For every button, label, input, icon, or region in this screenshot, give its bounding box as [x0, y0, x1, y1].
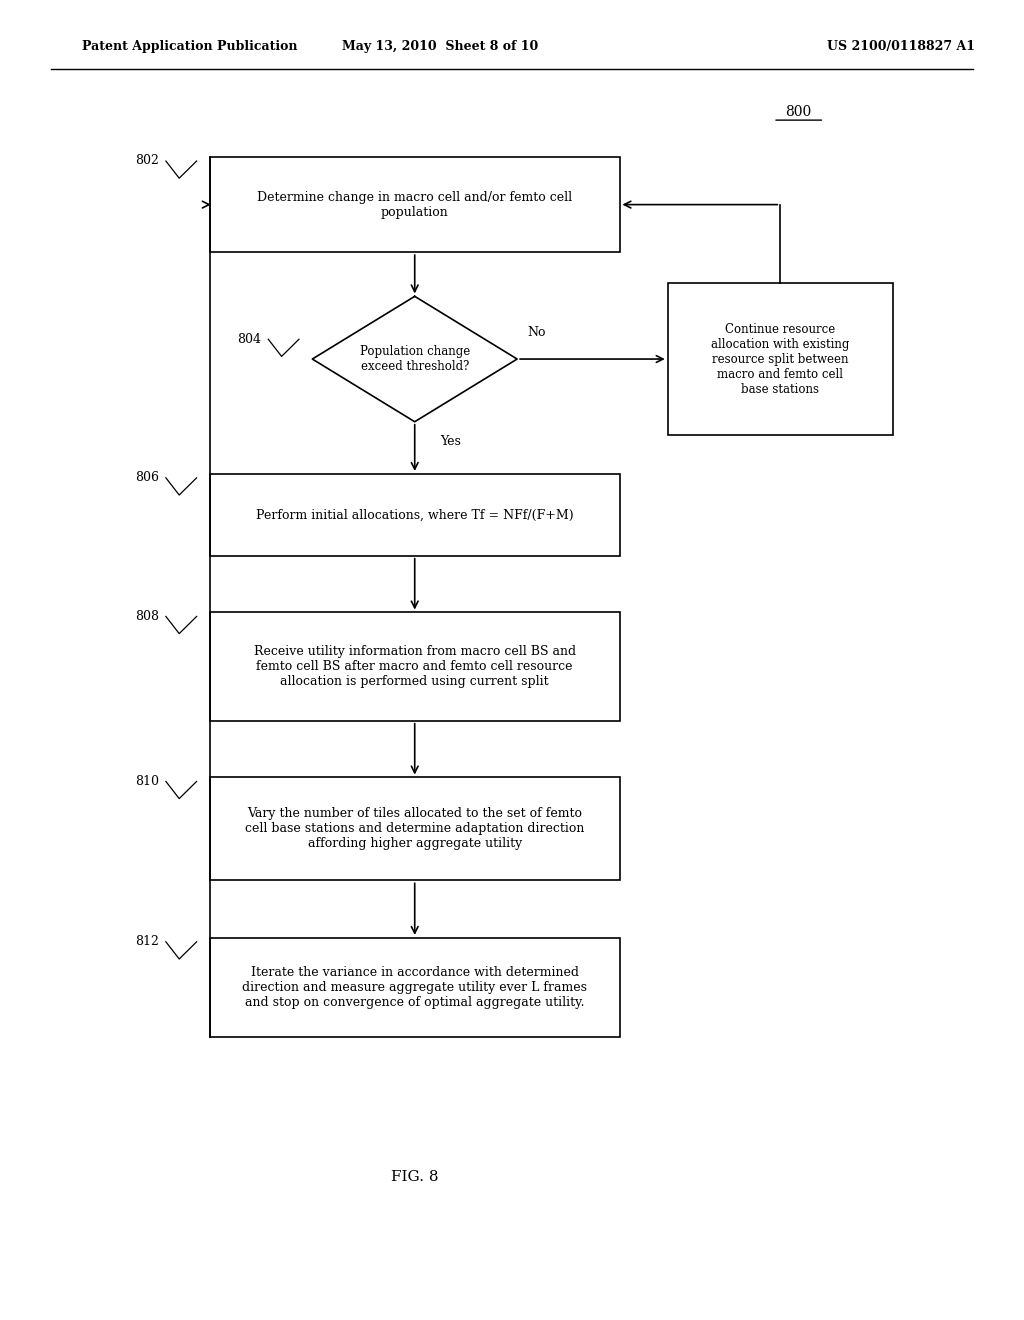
Text: May 13, 2010  Sheet 8 of 10: May 13, 2010 Sheet 8 of 10 [342, 40, 539, 53]
Text: Determine change in macro cell and/or femto cell
population: Determine change in macro cell and/or fe… [257, 190, 572, 219]
Text: 800: 800 [785, 106, 812, 119]
Text: Population change
exceed threshold?: Population change exceed threshold? [359, 345, 470, 374]
FancyBboxPatch shape [210, 157, 620, 252]
Text: Receive utility information from macro cell BS and
femto cell BS after macro and: Receive utility information from macro c… [254, 645, 575, 688]
Text: 802: 802 [135, 154, 159, 168]
Text: 810: 810 [135, 775, 159, 788]
FancyBboxPatch shape [210, 474, 620, 556]
Text: 806: 806 [135, 471, 159, 484]
FancyBboxPatch shape [210, 612, 620, 721]
FancyBboxPatch shape [210, 937, 620, 1038]
Text: 804: 804 [238, 333, 261, 346]
Text: FIG. 8: FIG. 8 [391, 1171, 438, 1184]
FancyBboxPatch shape [210, 777, 620, 880]
Text: US 2100/0118827 A1: US 2100/0118827 A1 [827, 40, 975, 53]
Text: Yes: Yes [440, 436, 461, 447]
Text: Vary the number of tiles allocated to the set of femto
cell base stations and de: Vary the number of tiles allocated to th… [245, 808, 585, 850]
Text: Iterate the variance in accordance with determined
direction and measure aggrega: Iterate the variance in accordance with … [243, 966, 587, 1008]
Text: 808: 808 [135, 610, 159, 623]
Text: Continue resource
allocation with existing
resource split between
macro and femt: Continue resource allocation with existi… [711, 322, 850, 396]
Text: No: No [527, 326, 546, 339]
Text: Perform initial allocations, where Tf = NFf/(F+M): Perform initial allocations, where Tf = … [256, 508, 573, 521]
Text: 812: 812 [135, 935, 159, 948]
FancyBboxPatch shape [668, 284, 893, 436]
Text: Patent Application Publication: Patent Application Publication [82, 40, 297, 53]
